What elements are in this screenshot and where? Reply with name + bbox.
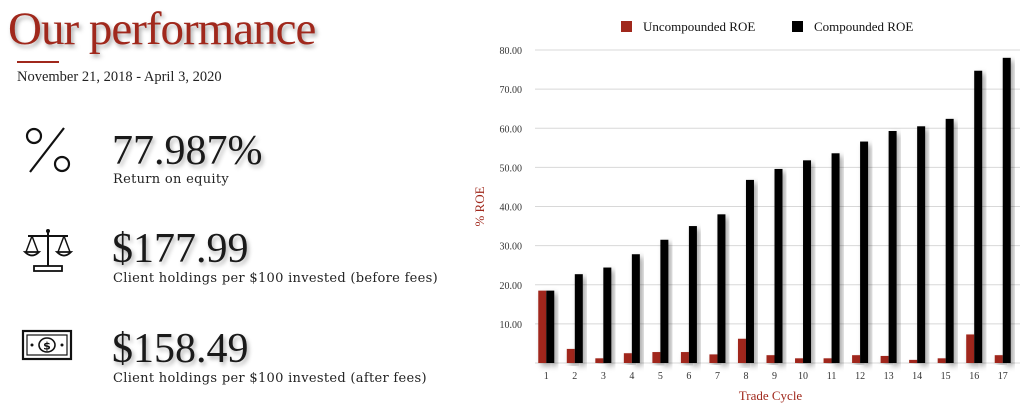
- x-tick-label: 1: [544, 371, 549, 382]
- y-tick-label: 70.00: [500, 85, 523, 96]
- x-tick-label: 8: [743, 371, 748, 382]
- legend-item: Compounded ROE: [792, 19, 913, 34]
- stat-label: Client holdings per $100 invested (after…: [113, 371, 427, 386]
- x-tick-label: 12: [855, 371, 865, 382]
- date-range: November 21, 2018 - April 3, 2020: [17, 69, 222, 85]
- bar-compounded: [945, 118, 954, 363]
- bar-compounded: [546, 290, 555, 363]
- x-tick-label: 2: [572, 371, 577, 382]
- stat-value: $158.49: [112, 326, 249, 372]
- bar-compounded: [888, 130, 897, 363]
- bar-uncompounded: [966, 334, 975, 363]
- y-tick-label: 60.00: [500, 124, 523, 135]
- bar-uncompounded: [737, 338, 746, 363]
- y-tick-label: 20.00: [500, 281, 523, 292]
- bar-compounded: [660, 239, 669, 363]
- stat-label: Return on equity: [113, 172, 230, 187]
- y-tick-label: 40.00: [500, 203, 523, 214]
- x-tick-label: 4: [629, 371, 634, 382]
- bar-compounded: [745, 179, 754, 363]
- bar-compounded: [831, 153, 840, 363]
- bar-uncompounded: [652, 352, 661, 363]
- bar-compounded: [917, 126, 926, 363]
- y-axis-label: % ROE: [472, 186, 487, 226]
- x-tick-label: 13: [884, 371, 894, 382]
- x-tick-label: 5: [658, 371, 663, 382]
- roe-bar-chart: 10.00 20.00 30.00 40.00 50.00 60.00 70.00 80.00…: [472, 19, 1020, 403]
- x-tick-label: 14: [912, 371, 922, 382]
- percent-icon: [20, 122, 76, 178]
- bar-compounded: [603, 267, 612, 363]
- performance-panel: Our performance November 21, 2018 - Apri…: [0, 0, 470, 413]
- x-tick-label: 17: [998, 371, 1008, 382]
- legend-label: Uncompounded ROE: [643, 19, 755, 34]
- bar-uncompounded: [880, 355, 889, 363]
- bar-uncompounded: [538, 290, 547, 363]
- bar-uncompounded: [566, 348, 575, 363]
- x-axis-label: Trade Cycle: [739, 388, 803, 403]
- y-tick-label: 30.00: [500, 242, 523, 253]
- title-underline: [17, 61, 59, 63]
- x-tick-label: 6: [686, 371, 691, 382]
- stat-value: $177.99: [112, 226, 249, 272]
- x-tick-label: 10: [798, 371, 808, 382]
- x-tick-label: 9: [772, 371, 777, 382]
- bar-uncompounded: [680, 352, 689, 363]
- bar-compounded: [774, 168, 783, 363]
- bar-uncompounded: [766, 355, 775, 363]
- banknote-icon: $: [20, 326, 76, 382]
- x-tick-label: 16: [969, 371, 979, 382]
- bar-compounded: [803, 160, 812, 363]
- y-tick-label: 50.00: [500, 163, 523, 174]
- bar-uncompounded: [623, 353, 632, 363]
- y-tick-label: 80.00: [500, 46, 523, 57]
- bar-uncompounded: [823, 358, 832, 363]
- bar-uncompounded: [852, 355, 861, 363]
- stat-value: 77.987%: [112, 128, 263, 174]
- bar-uncompounded: [595, 358, 604, 363]
- legend-label: Compounded ROE: [814, 19, 913, 34]
- bar-uncompounded: [994, 355, 1003, 363]
- svg-text:$: $: [43, 340, 51, 353]
- bar-compounded: [860, 141, 869, 363]
- scales-icon: [20, 224, 76, 280]
- x-tick-label: 3: [601, 371, 606, 382]
- bar-compounded: [631, 254, 640, 363]
- y-tick-label: 10.00: [500, 320, 523, 331]
- page-title: Our performance: [8, 3, 316, 55]
- bar-compounded: [688, 226, 697, 363]
- x-tick-label: 11: [827, 371, 837, 382]
- x-tick-label: 15: [941, 371, 951, 382]
- bar-compounded: [574, 274, 583, 363]
- legend-item: Uncompounded ROE: [621, 19, 755, 34]
- bar-uncompounded: [709, 354, 718, 363]
- bar-compounded: [717, 214, 726, 363]
- bar-uncompounded: [909, 359, 918, 363]
- bar-uncompounded: [795, 358, 804, 363]
- bar-compounded: [974, 70, 983, 363]
- legend-swatch: [621, 21, 632, 32]
- legend: Uncompounded ROE Compounded ROE: [621, 19, 913, 34]
- bar-compounded: [1002, 57, 1011, 363]
- stat-label: Client holdings per $100 invested (befor…: [113, 271, 439, 286]
- legend-swatch: [792, 21, 803, 32]
- bar-uncompounded: [937, 358, 946, 363]
- x-tick-label: 7: [715, 371, 720, 382]
